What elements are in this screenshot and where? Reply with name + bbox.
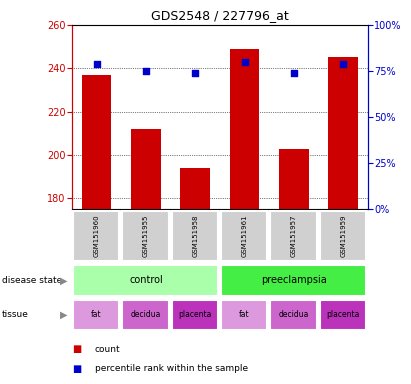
Point (241, 59, 248, 65)
Bar (180, 168, 210, 209)
Point (192, 70, 199, 76)
Text: placenta: placenta (178, 310, 212, 319)
Point (93, 61, 100, 67)
Bar (82, 75, 111, 209)
Text: ▶: ▶ (60, 275, 67, 285)
Text: GSM151961: GSM151961 (242, 215, 247, 258)
Text: count: count (95, 345, 120, 354)
Point (291, 70, 297, 76)
Text: GSM151957: GSM151957 (291, 215, 297, 257)
Text: tissue: tissue (2, 310, 29, 319)
Text: GSM151960: GSM151960 (94, 215, 99, 258)
Text: decidua: decidua (131, 310, 161, 319)
Text: ■: ■ (72, 364, 81, 374)
Text: ▶: ▶ (60, 310, 67, 320)
Text: control: control (129, 275, 163, 285)
Point (143, 68, 149, 74)
Text: GSM151958: GSM151958 (192, 215, 198, 257)
Bar (328, 58, 358, 209)
Text: decidua: decidua (279, 310, 309, 319)
Title: GDS2548 / 227796_at: GDS2548 / 227796_at (151, 9, 289, 22)
Text: fat: fat (91, 310, 102, 319)
Text: placenta: placenta (326, 310, 360, 319)
Bar (230, 49, 259, 209)
Text: ■: ■ (72, 344, 81, 354)
Text: preeclampsia: preeclampsia (261, 275, 327, 285)
Text: disease state: disease state (2, 276, 62, 285)
Text: fat: fat (239, 310, 250, 319)
Text: GSM151959: GSM151959 (340, 215, 346, 257)
Bar (279, 149, 309, 209)
Bar (131, 129, 161, 209)
Point (340, 61, 346, 67)
Text: percentile rank within the sample: percentile rank within the sample (95, 364, 248, 373)
Text: GSM151955: GSM151955 (143, 215, 149, 257)
